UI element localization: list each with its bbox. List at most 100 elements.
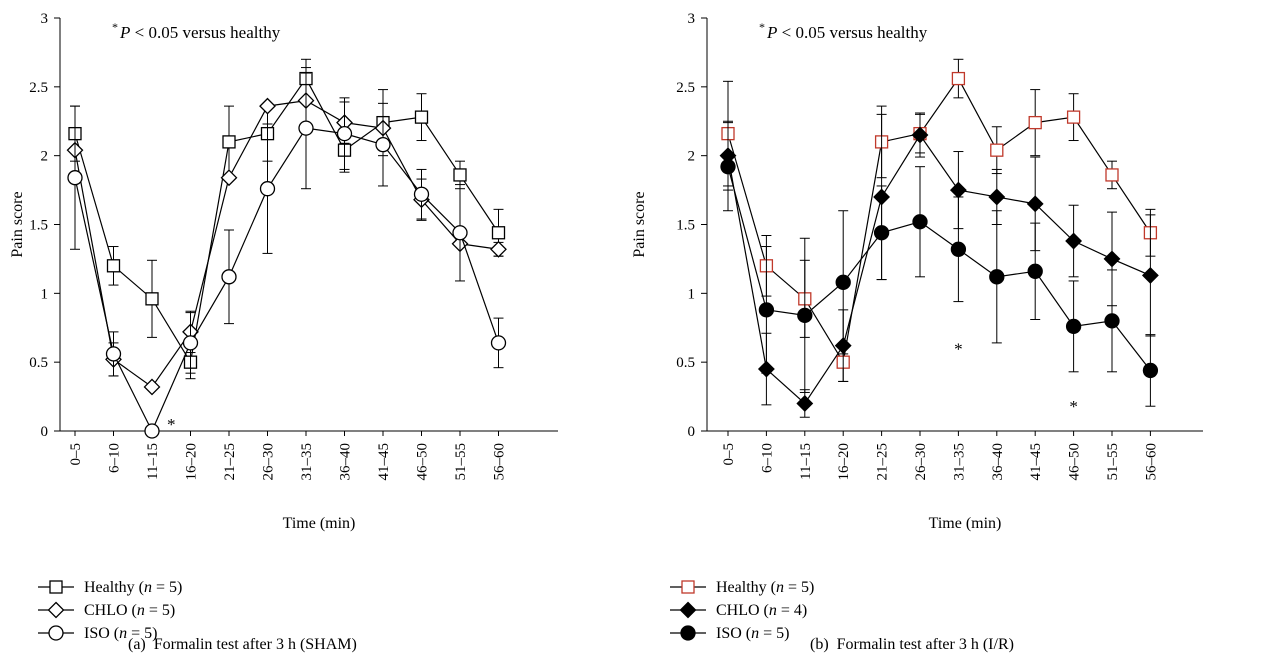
data-point (950, 241, 967, 257)
legend-label: Healthy (n = 5) (716, 579, 814, 596)
data-point (413, 186, 430, 202)
y-tick-label: 0.5 (676, 355, 695, 371)
x-tick-label: 0–5 (721, 443, 737, 466)
series-line (727, 77, 1151, 364)
data-point (1105, 168, 1119, 182)
y-tick-label: 2.5 (29, 80, 48, 96)
x-tick-label: 6–10 (107, 443, 123, 473)
legend-n-symbol: n (119, 625, 127, 642)
legend-item-chlo: CHLO (n = 5) (38, 601, 175, 619)
x-tick-label: 36–40 (338, 443, 354, 481)
legend-label: Healthy (n = 5) (84, 579, 182, 596)
legend-n-value: = 5) (145, 602, 175, 619)
x-tick-label: 0–5 (68, 443, 84, 466)
legend-series-name: Healthy ( (716, 579, 776, 596)
panel-caption-label: (b) (810, 636, 829, 653)
data-point (1065, 232, 1083, 250)
series-iso (67, 67, 507, 439)
legend-marker (49, 580, 63, 594)
x-tick-label: 41–45 (376, 443, 392, 481)
series-chlo (719, 112, 1159, 418)
series-line (74, 99, 499, 388)
legend-marker (680, 625, 696, 641)
data-point (1142, 362, 1159, 379)
data-point (67, 170, 83, 186)
data-point (491, 226, 506, 240)
significance-asterisk: * (954, 339, 963, 358)
series-healthy (721, 58, 1158, 382)
y-axis-title: Pain score (631, 191, 648, 257)
data-point (796, 395, 814, 412)
legend-n-value: = 4) (777, 602, 807, 619)
legend-series-name: Healthy ( (84, 579, 144, 596)
significance-note: * P < 0.05 versus healthy (112, 20, 281, 42)
data-point (490, 240, 507, 258)
data-point (106, 259, 121, 273)
data-point (221, 269, 237, 285)
x-tick-label: 11–15 (145, 443, 161, 480)
legend-n-value: = 5) (127, 625, 157, 642)
data-point (259, 97, 276, 115)
panel-caption-text: Formalin test after 3 h (I/R) (837, 636, 1014, 653)
x-tick-label: 11–15 (798, 443, 814, 480)
legend-label: CHLO (n = 5) (84, 602, 175, 619)
y-tick-label: 2 (41, 149, 49, 165)
series-line (727, 166, 1151, 371)
significance-note-p: P (119, 23, 130, 42)
panel-caption: (a) Formalin test after 3 h (SHAM) (128, 636, 357, 653)
chart-panel-a: 0 0.5 1 1.5 2 2.5 3 0–5 6–10 11–15 16–20 21–25 26–30… (9, 11, 558, 653)
x-tick-label: 41–45 (1028, 443, 1044, 481)
legend-n-symbol: n (776, 579, 784, 596)
data-point (912, 214, 928, 230)
x-axis-title: Time (min) (283, 515, 356, 532)
significance-note-text: < 0.05 versus healthy (130, 23, 280, 42)
x-tick-label: 46–50 (1067, 443, 1083, 481)
significance-note-star: * (112, 20, 118, 34)
x-tick-label: 16–20 (836, 443, 852, 481)
data-point (911, 126, 929, 144)
x-tick-label: 21–25 (222, 443, 238, 481)
legend-marker (679, 601, 697, 619)
legend-n-value: = 5) (784, 579, 814, 596)
data-point (144, 423, 160, 439)
y-tick-label: 0 (41, 424, 49, 440)
data-point (298, 120, 314, 136)
data-point (1141, 267, 1159, 284)
legend-item-healthy: Healthy (n = 5) (670, 579, 814, 596)
legend-n-symbol: n (751, 625, 759, 642)
data-point (1026, 195, 1044, 213)
significance-note: * P < 0.05 versus healthy (759, 20, 928, 42)
data-point (990, 143, 1004, 157)
data-point (1028, 115, 1042, 130)
legend-n-symbol: n (137, 602, 145, 619)
panel-caption-label: (a) (128, 636, 146, 653)
legend-series-name: ISO ( (84, 625, 119, 642)
data-point (336, 125, 353, 142)
significance-note-star: * (759, 20, 765, 34)
legend-marker (681, 580, 695, 594)
y-axis-title: Pain score (9, 191, 26, 257)
data-point (1065, 318, 1082, 335)
legend-series-name: CHLO ( (716, 602, 769, 619)
data-point (259, 181, 276, 197)
y-tick-label: 1 (41, 286, 49, 302)
data-point (873, 225, 890, 241)
data-point (145, 292, 159, 306)
series-chlo (66, 72, 507, 396)
legend-marker (47, 601, 65, 619)
data-point (375, 137, 391, 153)
legend-series-name: ISO ( (716, 625, 751, 642)
x-axis-title: Time (min) (929, 515, 1002, 532)
significance-asterisk: * (1069, 397, 1078, 416)
data-point (414, 110, 429, 124)
significance-asterisk: * (167, 415, 176, 434)
significance-note-text: < 0.05 versus healthy (777, 23, 927, 42)
legend-item-iso: ISO (n = 5) (38, 625, 157, 642)
x-tick-label: 36–40 (990, 443, 1006, 481)
legend-n-value: = 5) (152, 579, 182, 596)
legend-item-chlo: CHLO (n = 4) (670, 601, 807, 619)
chart-panel-b: 0 0.5 1 1.5 2 2.5 3 0–5 6–10 11–15 16–20 21–25 26–30… (631, 11, 1203, 653)
legend-label: ISO (n = 5) (84, 625, 157, 642)
data-point (222, 135, 236, 149)
